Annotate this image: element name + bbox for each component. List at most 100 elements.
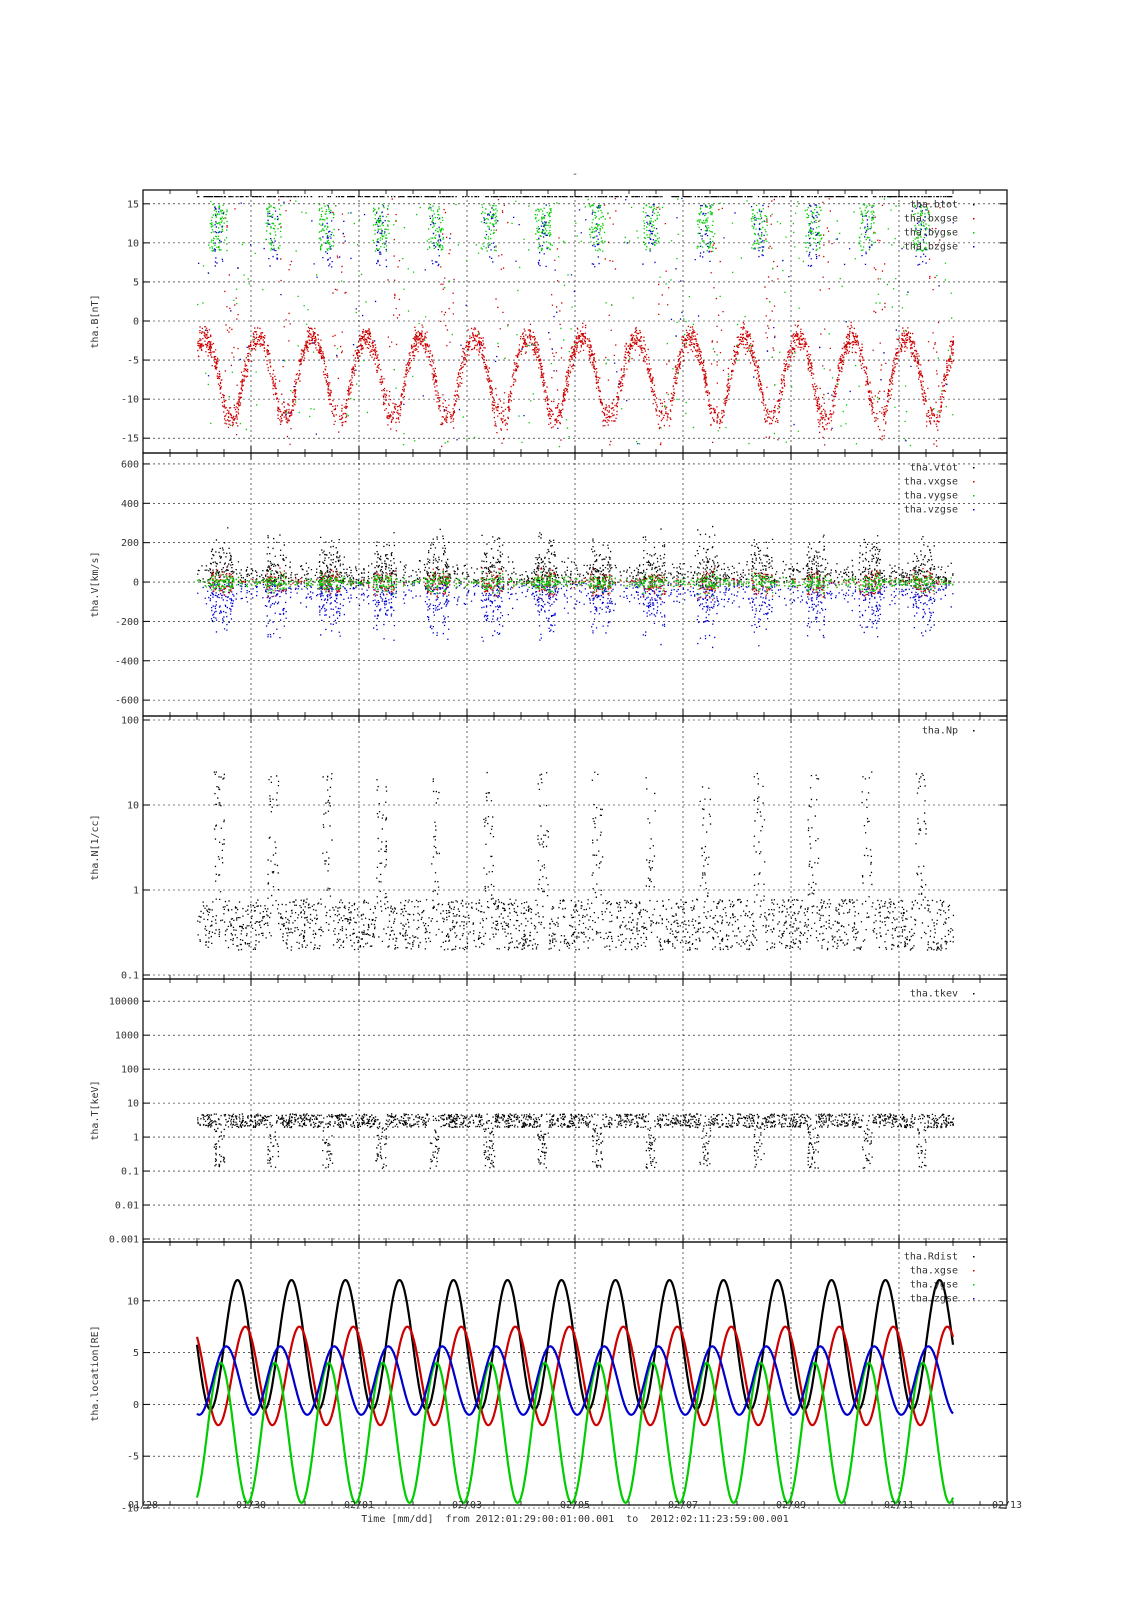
legend-swatch <box>973 730 975 732</box>
legend-label: tha.vzgse <box>904 505 958 516</box>
legend-label: tha.bzgse <box>904 242 958 253</box>
y-tick-label: -10 <box>121 395 139 406</box>
x-tick-label: 02/03 <box>452 1500 482 1511</box>
y-tick-label: 0 <box>133 578 139 589</box>
x-tick-label: 01/28 <box>128 1500 158 1511</box>
series-tha.Np <box>197 771 955 951</box>
y-tick-label: 10 <box>127 238 139 249</box>
y-tick-label: -10 <box>121 1504 139 1515</box>
y-tick-label: -15 <box>121 434 139 445</box>
legend-swatch <box>973 1270 975 1272</box>
series-tha.vxgse <box>198 565 954 601</box>
y-axis-label: tha.N[1/cc] <box>90 814 101 880</box>
legend-label: tha.Np <box>922 726 958 737</box>
y-tick-label: 0 <box>133 317 139 328</box>
legend-swatch <box>973 232 975 234</box>
data-marks <box>197 771 955 951</box>
y-tick-label: 600 <box>121 459 139 470</box>
legend-label: tha.zgse <box>910 1294 958 1305</box>
y-axis-label: tha.V[km/s] <box>90 551 101 617</box>
y-tick-label: 10 <box>127 1099 139 1110</box>
top-mark: - <box>572 169 578 180</box>
y-tick-label: 5 <box>133 277 139 288</box>
legend-label: tha.Rdist <box>904 1252 958 1263</box>
x-tick-label: 02/01 <box>344 1500 374 1511</box>
legend: tha.btot tha.bxgse tha.bygse tha.bzgse <box>904 200 975 253</box>
legend: tha.vtot tha.vxgse tha.vygse tha.vzgse <box>904 463 975 516</box>
series-tha.vtot <box>197 525 954 584</box>
series-tha.bzgse <box>198 197 954 445</box>
legend-swatch <box>973 218 975 220</box>
panels: -15-10-5051015tha.B[nT]tha.btottha.bxgse… <box>90 189 1008 1515</box>
legend-swatch <box>973 1256 975 1258</box>
legend-label: tha.ygse <box>910 1280 958 1291</box>
series-tha.tkev <box>197 1113 955 1169</box>
x-tick-label: 02/13 <box>992 1500 1022 1511</box>
chart-panel-5: -10 -5 0 5 10 tha.location[RE] tha.Rdist tha.xg… <box>90 1241 1008 1515</box>
series-tha.btot <box>197 196 953 198</box>
data-marks <box>197 1113 955 1169</box>
y-tick-label: 1 <box>133 886 139 897</box>
series-tha.vzgse <box>197 582 954 649</box>
y-tick-label: 15 <box>127 199 139 210</box>
y-tick-label: 0.01 <box>115 1201 139 1212</box>
y-tick-label: 0.1 <box>121 1167 139 1178</box>
legend-swatch <box>973 467 975 469</box>
y-tick-label: 1 <box>133 1133 139 1144</box>
legend: tha.tkev <box>910 989 975 1000</box>
data-marks <box>197 196 955 448</box>
series-tha.bxgse <box>197 196 955 448</box>
legend-swatch <box>973 993 975 995</box>
chart-panel-3: 0.1 1 10 100 tha.N[1/cc] tha.Np <box>90 715 1008 982</box>
y-axis-label: tha.location[RE] <box>90 1325 101 1421</box>
series-tha.zgse <box>196 1345 954 1416</box>
legend-swatch <box>973 495 975 497</box>
series-tha.Rdist <box>195 1278 955 1411</box>
y-tick-label: 100 <box>121 716 139 727</box>
y-tick-label: 10000 <box>109 997 139 1008</box>
x-tick-label: 02/09 <box>776 1500 806 1511</box>
series-tha.xgse <box>195 1325 955 1427</box>
chart-panel-2: -600 -400 -200 0 200 400 600 tha.V[km/s] tha.vto… <box>90 452 1008 717</box>
y-tick-label: 400 <box>121 499 139 510</box>
y-tick-label: 1000 <box>115 1031 139 1042</box>
data-marks <box>195 1278 955 1504</box>
x-axis-title: Time [mm/dd] from 2012:01:29:00:01:00.00… <box>361 1514 788 1525</box>
y-tick-label: 200 <box>121 538 139 549</box>
y-tick-label: 10 <box>127 1296 139 1307</box>
y-tick-label: 0 <box>133 1400 139 1411</box>
legend-label: tha.tkev <box>910 989 958 1000</box>
x-tick-label: 02/05 <box>560 1500 590 1511</box>
legend: tha.Rdist tha.xgse tha.ygse tha.zgse <box>904 1252 975 1305</box>
y-tick-label: -5 <box>127 1452 139 1463</box>
y-tick-label: 0.001 <box>109 1235 139 1246</box>
y-tick-label: 0.1 <box>121 971 139 982</box>
legend-label: tha.xgse <box>910 1266 958 1277</box>
y-axis-label: tha.T[keV] <box>90 1080 101 1140</box>
legend-swatch <box>973 1284 975 1286</box>
y-tick-label: 100 <box>121 1065 139 1076</box>
legend-label: tha.vxgse <box>904 477 958 488</box>
y-tick-label: -200 <box>115 617 139 628</box>
x-tick-label: 02/11 <box>884 1500 914 1511</box>
x-axis: 01/28 01/30 02/01 02/03 02/05 02/07 02/09 02/11… <box>128 1500 1022 1511</box>
data-marks <box>197 525 954 649</box>
chart-panel-4: 0.001 0.01 0.1 1 10 100 1000 10000 tha.T[keV] tha… <box>90 978 1008 1246</box>
y-tick-label: 10 <box>127 801 139 812</box>
legend-label: tha.bygse <box>904 228 958 239</box>
legend-label: tha.bxgse <box>904 214 958 225</box>
chart-panel-1: -15 -10 -5 0 5 10 15 tha.B[nT] tha.btot tha.bxgse… <box>90 189 1008 454</box>
legend-label: tha.vtot <box>910 463 958 474</box>
x-tick-label: 02/07 <box>668 1500 698 1511</box>
y-tick-label: -600 <box>115 696 139 707</box>
x-tick-label: 01/30 <box>236 1500 266 1511</box>
y-axis-label: tha.B[nT] <box>90 294 101 348</box>
legend: tha.Np <box>922 726 975 737</box>
y-tick-label: -400 <box>115 656 139 667</box>
legend-swatch <box>973 246 975 248</box>
legend-label: tha.vygse <box>904 491 958 502</box>
y-tick-label: -5 <box>127 356 139 367</box>
legend-swatch <box>973 509 975 511</box>
legend-label: tha.btot <box>910 200 958 211</box>
